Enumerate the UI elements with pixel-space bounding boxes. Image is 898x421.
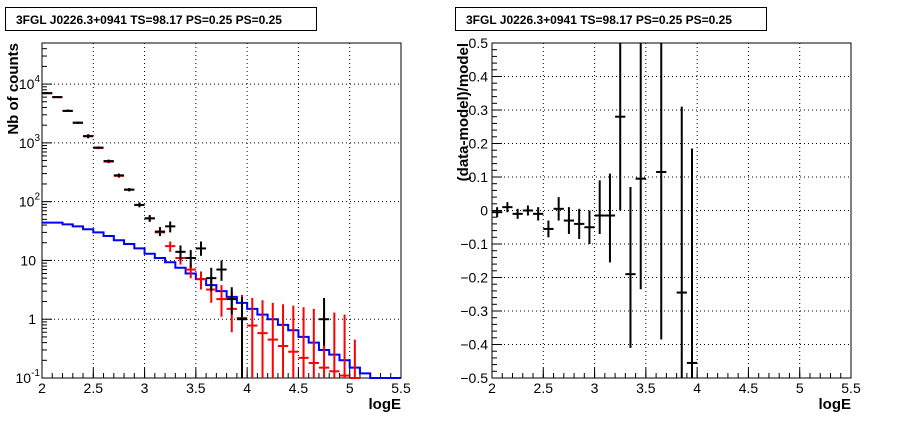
x-tick-label: 3.5 <box>186 380 206 396</box>
x-tick-label: 3.5 <box>636 380 656 396</box>
y-tick-label: 10-1 <box>16 368 41 386</box>
y-tick-label: 0.1 <box>469 169 489 185</box>
x-tick-label: 2 <box>38 380 46 396</box>
y-tick-label: 0.4 <box>469 69 489 85</box>
x-tick-label: 4.5 <box>289 380 309 396</box>
x-tick-label: 4 <box>693 380 701 396</box>
y-tick-label: 0.5 <box>469 35 489 51</box>
model-histogram-line <box>42 221 401 379</box>
y-tick-label: −0.2 <box>460 270 488 286</box>
right-plot-title: 3FGL J0226.3+0941 TS=98.17 PS=0.25 PS=0.… <box>455 7 767 31</box>
y-axis-title: Nb of counts <box>5 43 22 135</box>
plot-panel-0: 2 2.5 3 3.5 4 4.5 5 5.5 10-1 1 10 102 103 104 logE Nb o… <box>5 42 411 413</box>
x-tick-label: 5.5 <box>391 380 411 396</box>
series-0 <box>492 43 698 378</box>
y-tick-label: 103 <box>19 133 41 151</box>
y-tick-label: 104 <box>19 74 41 92</box>
y-tick-label: 10 <box>20 252 36 268</box>
plot-frame <box>41 42 402 379</box>
x-tick-label: 5 <box>346 380 354 396</box>
y-axis-title: (data-model)/model <box>455 43 472 181</box>
x-tick-label: 3 <box>591 380 599 396</box>
y-tick-label: 0.2 <box>469 136 489 152</box>
y-tick-label: −0.5 <box>460 370 488 386</box>
y-tick-label: −0.4 <box>460 337 488 353</box>
y-tick-label: 1 <box>28 311 36 327</box>
x-tick-label: 2 <box>488 380 496 396</box>
x-tick-label: 2.5 <box>84 380 104 396</box>
plot-panel-1: 2 2.5 3 3.5 4 4.5 5 5.5 −0.5 −0.4 −0.3 −0.2 −0.1 0 0.1… <box>455 35 861 413</box>
y-tick-label: 102 <box>19 192 41 210</box>
x-tick-label: 5 <box>796 380 804 396</box>
series-2 <box>42 92 330 378</box>
plot-frame <box>491 42 852 379</box>
y-tick-label: −0.1 <box>460 236 488 252</box>
left-plot-title: 3FGL J0226.3+0941 TS=98.17 PS=0.25 PS=0.… <box>5 7 317 31</box>
y-tick-label: −0.3 <box>460 303 488 319</box>
y-tick-label: 0 <box>480 203 488 219</box>
x-tick-label: 5.5 <box>841 380 861 396</box>
x-tick-label: 4 <box>243 380 251 396</box>
x-axis-title: logE <box>819 396 852 413</box>
x-axis-title: logE <box>369 396 402 413</box>
y-tick-label: 0.3 <box>469 102 489 118</box>
series-0 <box>42 221 401 379</box>
x-tick-label: 2.5 <box>534 380 554 396</box>
x-tick-label: 4.5 <box>739 380 759 396</box>
x-tick-label: 3 <box>141 380 149 396</box>
